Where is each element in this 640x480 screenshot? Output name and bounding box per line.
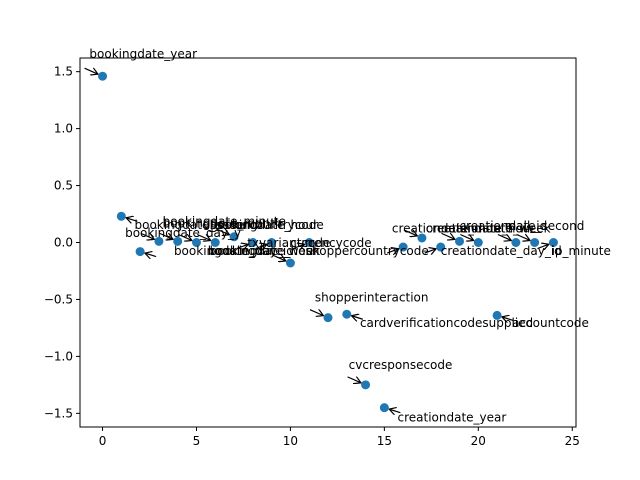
point-label: creationdate_day_id: [441, 244, 562, 258]
data-point: [248, 238, 258, 247]
annotation-arrow: [441, 232, 455, 239]
data-point: [116, 211, 126, 221]
annotation-arrows: [84, 67, 549, 413]
point-label: creationdate_second: [460, 219, 585, 233]
data-point: [173, 236, 183, 246]
annotation-arrow: [140, 232, 154, 239]
annotation-arrow: [255, 244, 267, 248]
annotation-arrow: [159, 232, 173, 239]
point-label: bookingdate_hour: [210, 244, 318, 258]
data-point: [229, 232, 239, 242]
data-point: [530, 238, 540, 247]
data-point: [361, 380, 371, 390]
point-label: bookingdate_minute: [163, 214, 286, 228]
data-point: [285, 258, 295, 268]
data-point: [267, 238, 277, 247]
x-tick-label: 5: [193, 434, 201, 448]
annotation-arrow: [537, 244, 548, 248]
annotation-arrow: [309, 309, 323, 316]
annotation-arrow: [293, 244, 304, 248]
data-point: [379, 403, 389, 413]
data-point: [135, 247, 145, 257]
y-tick-label: 0.0: [54, 236, 73, 250]
point-label: bookingdate_day_id: [174, 244, 294, 258]
annotation-arrow: [497, 233, 511, 241]
point-label: ip_minute: [552, 244, 611, 258]
point-label: currencycode: [290, 236, 371, 250]
point-label: bookingdate_month: [163, 217, 283, 231]
point-label: cardverificationcodesupplied: [360, 316, 533, 330]
point-label: bookingdate_year: [89, 47, 197, 61]
y-tick-label: −1.0: [44, 349, 73, 363]
y-tick-label: −0.5: [44, 292, 73, 306]
point-label: shoppercountrycode: [305, 244, 428, 258]
data-point: [342, 309, 352, 319]
annotation-arrow: [352, 316, 363, 320]
annotation-arrow: [84, 67, 98, 74]
annotation-arrow: [516, 233, 530, 241]
annotation-arrow: [145, 253, 157, 257]
annotation-arrow: [347, 376, 361, 383]
data-point: [323, 313, 333, 323]
data-point: [304, 238, 314, 247]
data-point: [210, 238, 220, 247]
point-label: issuercountrycode: [213, 218, 323, 232]
point-label: creationdate_year: [398, 410, 507, 424]
data-point: [436, 242, 446, 252]
annotation-arrow: [178, 233, 191, 241]
x-tick-label: 20: [471, 434, 486, 448]
data-point: [473, 238, 483, 247]
x-tick-label: 15: [377, 434, 392, 448]
data-point: [417, 233, 427, 243]
x-axis-ticks: 0 5 10 15 20 25: [99, 427, 580, 448]
data-point: [154, 236, 164, 246]
point-label: accountcode: [512, 316, 589, 330]
y-axis-ticks: −1.5 −1.0 −0.5 0.0 0.5 1.0 1.5: [44, 65, 80, 420]
x-tick-label: 0: [99, 434, 107, 448]
point-label: bookingdate_week: [208, 244, 320, 258]
annotation-arrow: [403, 229, 417, 236]
point-label: creationdate_week: [437, 221, 551, 235]
y-tick-label: 1.0: [54, 122, 73, 136]
data-points: [98, 71, 558, 413]
annotation-arrow: [502, 317, 514, 321]
point-label: bookingdate_day_y: [125, 226, 241, 240]
data-point: [455, 236, 465, 246]
point-label: creationdate_hour: [426, 221, 536, 235]
data-point: [511, 238, 521, 247]
x-tick-label: 25: [565, 434, 580, 448]
annotation-labels: bookingdate_yearbookingdate_secondbookin…: [89, 47, 610, 424]
data-point: [98, 71, 108, 81]
annotation-arrow: [126, 218, 138, 222]
data-point: [548, 238, 558, 247]
annotation-arrow: [389, 409, 401, 413]
data-point: [492, 310, 502, 320]
point-label: creationdate_month: [392, 221, 513, 235]
annotation-arrow: [197, 233, 210, 241]
point-label: shopperinteraction: [315, 291, 429, 305]
x-tick-label: 10: [283, 434, 298, 448]
annotation-arrow: [272, 254, 285, 261]
point-label: bookingdate_hour: [210, 218, 318, 232]
annotation-arrow: [386, 249, 398, 253]
point-label: txvariantcode: [247, 236, 330, 250]
annotation-arrow: [424, 249, 436, 253]
data-point: [191, 238, 201, 247]
y-tick-label: 1.5: [54, 65, 73, 79]
annotation-arrow: [460, 233, 473, 241]
annotation-arrow: [215, 228, 229, 235]
y-tick-label: 0.5: [54, 179, 73, 193]
point-label: cvcresponsecode: [349, 358, 453, 372]
y-tick-label: −1.5: [44, 406, 73, 420]
point-label: mail_id: [505, 219, 548, 233]
data-point: [398, 242, 408, 252]
point-label: bookingdate_second: [134, 218, 258, 232]
annotation-arrow: [236, 244, 248, 248]
